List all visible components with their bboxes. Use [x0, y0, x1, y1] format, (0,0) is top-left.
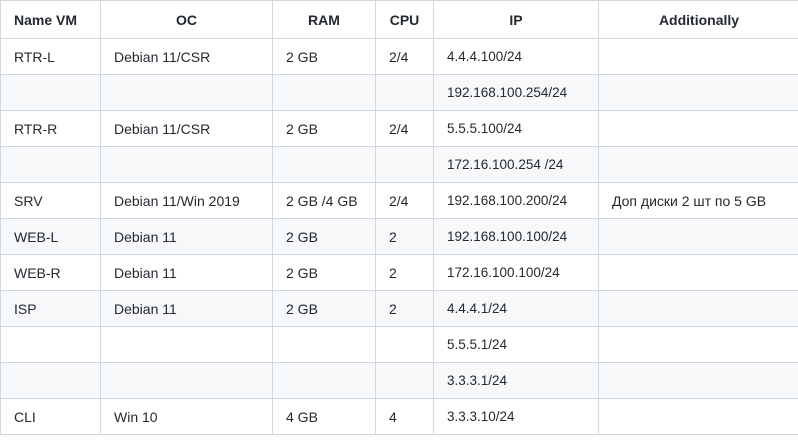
cell-name-vm [0, 362, 101, 399]
table-row: 172.16.100.254 /24 [0, 146, 798, 183]
table-row: RTR-R Debian 11/CSR 2 GB 2/4 5.5.5.100/24 [0, 110, 798, 147]
table-row: WEB-L Debian 11 2 GB 2 192.168.100.100/24 [0, 218, 798, 255]
table-body: RTR-L Debian 11/CSR 2 GB 2/4 4.4.4.100/24 192… [0, 38, 798, 435]
cell-cpu: 2 [375, 254, 434, 291]
cell-ip: 4.4.4.1/24 [433, 290, 599, 327]
cell-cpu: 2/4 [375, 182, 434, 219]
cell-ram: 2 GB [272, 110, 376, 147]
cell-ram [272, 362, 376, 399]
cell-cpu: 2 [375, 218, 434, 255]
cell-cpu: 2/4 [375, 110, 434, 147]
cell-name-vm [0, 326, 101, 363]
cell-ram [272, 74, 376, 111]
table-row: ISP Debian 11 2 GB 2 4.4.4.1/24 [0, 290, 798, 327]
cell-ip: 172.16.100.100/24 [433, 254, 599, 291]
cell-ip: 5.5.5.1/24 [433, 326, 599, 363]
cell-name-vm [0, 146, 101, 183]
cell-name-vm: SRV [0, 182, 101, 219]
cell-os [100, 362, 273, 399]
cell-additionally: Доп диски 2 шт по 5 GB [598, 182, 798, 219]
cell-ram: 2 GB [272, 218, 376, 255]
cell-cpu: 2/4 [375, 38, 434, 75]
cell-additionally [598, 110, 798, 147]
cell-os: Debian 11/CSR [100, 38, 273, 75]
table-row: 5.5.5.1/24 [0, 326, 798, 363]
cell-os: Debian 11 [100, 254, 273, 291]
cell-name-vm: CLI [0, 398, 101, 435]
cell-os: Debian 11 [100, 218, 273, 255]
cell-ram: 2 GB [272, 290, 376, 327]
header-cpu: CPU [375, 0, 434, 39]
cell-name-vm: ISP [0, 290, 101, 327]
header-ram: RAM [272, 0, 376, 39]
table-row: WEB-R Debian 11 2 GB 2 172.16.100.100/24 [0, 254, 798, 291]
cell-ip: 5.5.5.100/24 [433, 110, 599, 147]
table-row: 192.168.100.254/24 [0, 74, 798, 111]
cell-ip: 3.3.3.10/24 [433, 398, 599, 435]
header-os: OC [100, 0, 273, 39]
table-header: Name VM OC RAM CPU IP Additionally [0, 0, 798, 39]
cell-ram: 2 GB [272, 38, 376, 75]
cell-os [100, 326, 273, 363]
cell-additionally [598, 326, 798, 363]
cell-additionally [598, 74, 798, 111]
header-ip: IP [433, 0, 599, 39]
cell-cpu [375, 74, 434, 111]
cell-ip: 192.168.100.254/24 [433, 74, 599, 111]
cell-additionally [598, 218, 798, 255]
cell-os: Debian 11 [100, 290, 273, 327]
cell-ip: 192.168.100.100/24 [433, 218, 599, 255]
cell-additionally [598, 290, 798, 327]
table-row: RTR-L Debian 11/CSR 2 GB 2/4 4.4.4.100/24 [0, 38, 798, 75]
table-row: 3.3.3.1/24 [0, 362, 798, 399]
cell-cpu: 2 [375, 290, 434, 327]
cell-additionally [598, 146, 798, 183]
cell-ip: 4.4.4.100/24 [433, 38, 599, 75]
cell-cpu [375, 146, 434, 183]
cell-name-vm [0, 74, 101, 111]
cell-additionally [598, 398, 798, 435]
cell-additionally [598, 362, 798, 399]
cell-name-vm: WEB-L [0, 218, 101, 255]
header-name-vm: Name VM [0, 0, 101, 39]
table-row: CLI Win 10 4 GB 4 3.3.3.10/24 [0, 398, 798, 435]
cell-ram [272, 326, 376, 363]
cell-ip: 3.3.3.1/24 [433, 362, 599, 399]
cell-cpu: 4 [375, 398, 434, 435]
vm-spec-table: Name VM OC RAM CPU IP Additionally RTR-L… [0, 0, 798, 435]
cell-cpu [375, 362, 434, 399]
header-additionally: Additionally [598, 0, 798, 39]
cell-os: Debian 11/CSR [100, 110, 273, 147]
cell-ram: 2 GB [272, 254, 376, 291]
cell-name-vm: RTR-R [0, 110, 101, 147]
cell-os [100, 146, 273, 183]
table-row: SRV Debian 11/Win 2019 2 GB /4 GB 2/4 192.16… [0, 182, 798, 219]
cell-name-vm: WEB-R [0, 254, 101, 291]
cell-ip: 192.168.100.200/24 [433, 182, 599, 219]
cell-additionally [598, 254, 798, 291]
cell-ip: 172.16.100.254 /24 [433, 146, 599, 183]
cell-cpu [375, 326, 434, 363]
cell-os [100, 74, 273, 111]
cell-additionally [598, 38, 798, 75]
cell-ram: 2 GB /4 GB [272, 182, 376, 219]
header-row: Name VM OC RAM CPU IP Additionally [0, 0, 798, 39]
cell-os: Win 10 [100, 398, 273, 435]
cell-os: Debian 11/Win 2019 [100, 182, 273, 219]
cell-ram [272, 146, 376, 183]
cell-ram: 4 GB [272, 398, 376, 435]
cell-name-vm: RTR-L [0, 38, 101, 75]
